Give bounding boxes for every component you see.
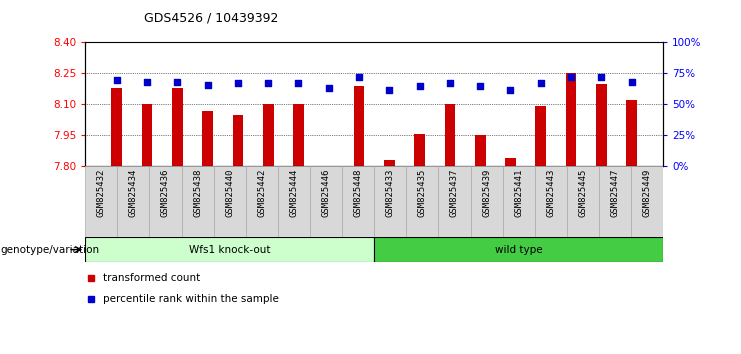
Text: GSM825436: GSM825436 — [161, 169, 170, 217]
Bar — [439, 166, 471, 237]
Bar — [85, 166, 117, 237]
Bar — [278, 166, 310, 237]
Text: GSM825443: GSM825443 — [546, 169, 555, 217]
Point — [293, 80, 305, 86]
Point — [262, 80, 274, 86]
Point — [141, 79, 153, 85]
Point — [413, 83, 425, 89]
Text: genotype/variation: genotype/variation — [0, 245, 99, 255]
Text: GSM825448: GSM825448 — [353, 169, 362, 217]
Text: GSM825435: GSM825435 — [418, 169, 427, 217]
Text: Wfs1 knock-out: Wfs1 knock-out — [189, 245, 270, 255]
Point — [444, 80, 456, 86]
Bar — [117, 166, 150, 237]
Point — [353, 74, 365, 80]
Bar — [342, 166, 374, 237]
Text: GSM825447: GSM825447 — [611, 169, 619, 217]
Bar — [150, 166, 182, 237]
Bar — [599, 166, 631, 237]
Text: GDS4526 / 10439392: GDS4526 / 10439392 — [144, 12, 279, 25]
Text: GSM825449: GSM825449 — [642, 169, 651, 217]
Bar — [502, 166, 535, 237]
Text: wild type: wild type — [495, 245, 542, 255]
Point — [565, 74, 577, 80]
Bar — [596, 84, 607, 166]
Bar — [246, 166, 278, 237]
Point — [535, 80, 547, 86]
Point — [474, 83, 486, 89]
Bar — [374, 237, 663, 262]
Point — [596, 74, 608, 80]
Bar — [374, 166, 406, 237]
Bar — [213, 166, 246, 237]
Bar — [631, 166, 663, 237]
Bar — [142, 104, 153, 166]
Bar — [505, 158, 516, 166]
Text: GSM825434: GSM825434 — [129, 169, 138, 217]
Bar — [202, 110, 213, 166]
Bar — [626, 100, 637, 166]
Point — [171, 79, 183, 85]
Text: transformed count: transformed count — [102, 273, 200, 283]
Text: GSM825440: GSM825440 — [225, 169, 234, 217]
Text: GSM825441: GSM825441 — [514, 169, 523, 217]
Point — [323, 85, 335, 91]
Text: GSM825437: GSM825437 — [450, 169, 459, 217]
Text: GSM825432: GSM825432 — [97, 169, 106, 217]
Bar — [535, 166, 567, 237]
Bar — [310, 166, 342, 237]
Bar — [353, 86, 365, 166]
Text: GSM825433: GSM825433 — [386, 169, 395, 217]
Point — [625, 79, 637, 85]
Bar — [172, 88, 182, 166]
Text: GSM825439: GSM825439 — [482, 169, 491, 217]
Bar — [85, 237, 374, 262]
Text: GSM825438: GSM825438 — [193, 169, 202, 217]
Text: GSM825442: GSM825442 — [257, 169, 266, 217]
Bar — [414, 135, 425, 166]
Text: GSM825446: GSM825446 — [322, 169, 330, 217]
Text: percentile rank within the sample: percentile rank within the sample — [102, 295, 279, 304]
Bar — [567, 166, 599, 237]
Point — [111, 77, 123, 82]
Bar — [471, 166, 502, 237]
Text: GSM825444: GSM825444 — [290, 169, 299, 217]
Point — [383, 87, 395, 92]
Bar — [406, 166, 439, 237]
Bar — [384, 160, 395, 166]
Bar — [293, 104, 304, 166]
Point — [232, 80, 244, 86]
Bar — [445, 104, 455, 166]
Bar — [536, 107, 546, 166]
Bar — [111, 88, 122, 166]
Text: GSM825445: GSM825445 — [579, 169, 588, 217]
Bar — [263, 104, 273, 166]
Point — [505, 87, 516, 92]
Point — [202, 82, 213, 87]
Bar — [566, 73, 576, 166]
Bar — [233, 115, 243, 166]
Bar — [475, 135, 485, 166]
Bar — [182, 166, 213, 237]
